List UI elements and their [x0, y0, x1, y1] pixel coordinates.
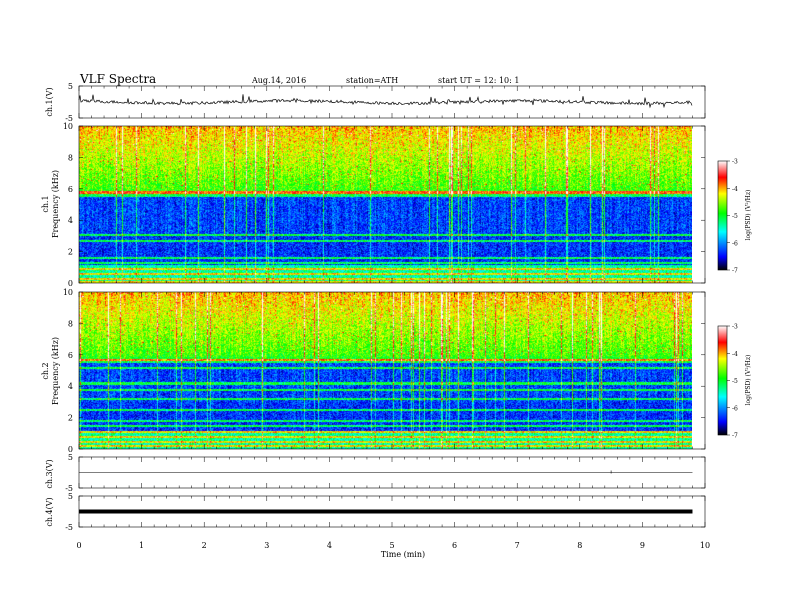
colorbar-tick-label: -6: [732, 405, 738, 412]
y-tick-label: 2: [68, 414, 73, 423]
y-tick-label: 2: [68, 248, 73, 257]
y-tick-label: 5: [68, 453, 73, 462]
y-tick-label: 5: [68, 492, 73, 501]
x-axis-ticks: 0 1 2 3 4 5 6 7 8 9 10: [76, 86, 710, 550]
x-tick-label: 5: [389, 541, 394, 550]
y-tick-label: 0: [68, 445, 73, 454]
colorbar-tick-label: -3: [732, 159, 738, 166]
ch3-waveform-ylabel: ch.3(V): [45, 459, 54, 488]
ch2-spectrogram: [79, 292, 692, 449]
ch2-frequency-ylabel: Frequency (kHz): [51, 337, 60, 405]
x-tick-label: 4: [327, 541, 332, 550]
x-tick-label: 9: [640, 541, 645, 550]
y-tick-label: -5: [65, 484, 73, 493]
y-tick-label: 10: [63, 122, 73, 131]
ch3-waveform-trace: [79, 470, 693, 474]
ch1-waveform-trace: [78, 94, 693, 109]
x-tick-label: 10: [700, 541, 710, 550]
colorbar-tick-label: -6: [732, 240, 738, 247]
x-tick-label: 6: [452, 541, 457, 550]
colorbar-tick-label: -5: [732, 213, 738, 220]
ch2-colorbar: -3 -4 -5 -6 -7 log(PSD) (V²/Hz): [717, 324, 752, 440]
x-tick-label: 8: [577, 541, 582, 550]
colorbar-tick-label: -5: [732, 378, 738, 385]
ch1-waveform-line: [78, 94, 693, 109]
y-tick-label: 5: [68, 82, 73, 91]
x-tick-label: 0: [76, 541, 81, 550]
colorbar-tick-label: -4: [732, 351, 738, 358]
ch1-waveform-ylabel: ch.1(V): [45, 87, 54, 116]
y-tick-label: 4: [68, 216, 73, 225]
colorbar-tick-label: -7: [732, 268, 738, 275]
date-label: Aug.14, 2016: [251, 76, 306, 85]
y-tick-label: -5: [65, 523, 73, 532]
ch2-colorbar-ticks: -3 -4 -5 -6 -7: [727, 324, 738, 440]
ch1-colorbar-gradient: [717, 160, 728, 271]
y-tick-label: 10: [63, 288, 73, 297]
ch2-colorbar-gradient: [717, 325, 728, 436]
y-tick-label: -5: [65, 114, 73, 123]
y-tick-label: 0: [68, 279, 73, 288]
spectrogram-image: [79, 292, 692, 449]
y-tick-label: 8: [68, 153, 73, 162]
ch1-spectrogram: [79, 126, 692, 283]
ch1-colorbar-label: log(PSD) (V²/Hz): [745, 190, 752, 241]
spectrogram-image: [79, 126, 692, 283]
x-tick-label: 3: [264, 541, 269, 550]
start-time-label: start UT = 12: 10: 1: [438, 76, 519, 85]
station-label: station=ATH: [346, 76, 398, 85]
ch2-spectrogram-ylabel: ch.2: [41, 362, 50, 379]
x-axis-label: Time (min): [381, 550, 425, 559]
ch1-colorbar-ticks: -3 -4 -5 -6 -7: [727, 159, 738, 275]
chart-title: VLF Spectra: [79, 72, 156, 86]
colorbar-tick-label: -3: [732, 324, 738, 331]
y-tick-label: 4: [68, 382, 73, 391]
ch1-frequency-ylabel: Frequency (kHz): [51, 170, 60, 238]
ch1-spectrogram-ylabel: ch.1: [41, 195, 50, 212]
x-tick-label: 7: [515, 541, 520, 550]
ch2-colorbar-label: log(PSD) (V²/Hz): [745, 355, 752, 406]
y-tick-label: 8: [68, 319, 73, 328]
colorbar-tick-label: -4: [732, 186, 738, 193]
y-tick-label: 6: [68, 351, 73, 360]
ch1-colorbar: -3 -4 -5 -6 -7 log(PSD) (V²/Hz): [717, 159, 752, 275]
colorbar-tick-label: -7: [732, 433, 738, 440]
x-tick-label: 2: [202, 541, 207, 550]
x-tick-label: 1: [139, 541, 144, 550]
y-tick-label: 6: [68, 185, 73, 194]
ch4-waveform-ylabel: ch.4(V): [45, 497, 54, 526]
